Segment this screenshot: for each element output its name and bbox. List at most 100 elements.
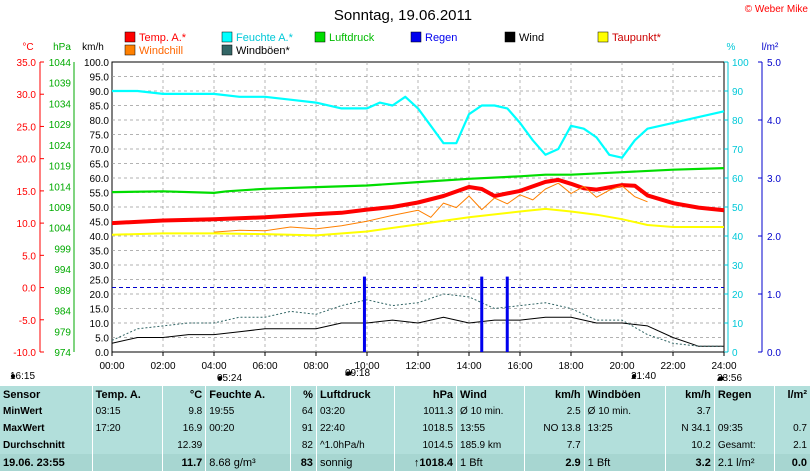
cell: 16.9 — [162, 420, 206, 437]
cell: 185.9 km — [456, 437, 525, 454]
cell: 83 — [289, 454, 317, 471]
wind-tick-label: 40.0 — [90, 232, 110, 243]
humidity-tick-label: 70 — [732, 145, 744, 156]
axis-units: °C hPa km/h% l/m² — [22, 42, 779, 53]
header-gust-unit: km/h — [664, 386, 715, 403]
cell: 03:15 — [91, 403, 163, 420]
stats-table: Sensor Temp. A. °C Feuchte A. % Luftdruc… — [0, 386, 810, 471]
cell: 03:20 — [315, 403, 395, 420]
x-tick-label: 08:00 — [303, 361, 328, 372]
wind-tick-label: 90.0 — [90, 87, 110, 98]
pressure-tick-label: 999 — [54, 244, 71, 255]
x-tick-label: 12:00 — [405, 361, 430, 372]
rain-tick-label: 2.0 — [767, 232, 781, 243]
series-line-wind — [111, 316, 724, 347]
header-rain: Regen — [713, 386, 775, 403]
wind-tick-label: 80.0 — [90, 116, 110, 127]
legend-swatch — [221, 31, 233, 43]
stats-row-current: 19.06. 23:55 11.7 8.68 g/m³ 83 sonnig ↑1… — [0, 454, 810, 471]
row-label: Durchschnitt — [3, 440, 65, 451]
wind-tick-label: 10.0 — [90, 319, 110, 330]
rain-tick-label: 1.0 — [767, 290, 781, 301]
rain-tick-label: 3.0 — [767, 174, 781, 185]
legend-swatch — [410, 31, 422, 43]
rain-tick-label: 0.0 — [767, 348, 781, 359]
cell: 17:20 — [91, 420, 163, 437]
pressure-tick-label: 989 — [54, 286, 71, 297]
temp-tick-label: 30.0 — [17, 90, 37, 101]
x-tick-label: 06:00 — [252, 361, 277, 372]
chart-title: Sonntag, 19.06.2011 — [334, 7, 472, 24]
x-tick-label: 18:00 — [558, 361, 583, 372]
cell: 2.9 — [523, 454, 585, 471]
wind-tick-label: 60.0 — [90, 174, 110, 185]
temp-tick-label: -10.0 — [13, 348, 36, 359]
x-tick-label: 16:00 — [507, 361, 532, 372]
cell: 7.7 — [523, 437, 585, 454]
row-label: MaxWert — [3, 423, 45, 434]
x-tick-label: 20:00 — [609, 361, 634, 372]
cell: NO 13.8 — [523, 420, 585, 437]
pressure-tick-label: 979 — [54, 327, 71, 338]
temp-tick-label: 20.0 — [17, 155, 37, 166]
copyright-label: © Weber Mike — [745, 4, 809, 15]
legend-swatch — [597, 31, 609, 43]
plot-grid — [112, 62, 724, 352]
cell: 9.8 — [162, 403, 206, 420]
x-tick-label: 22:00 — [660, 361, 685, 372]
legend-swatch — [504, 31, 516, 43]
pressure-tick-label: 994 — [54, 265, 71, 276]
temp-tick-label: 35.0 — [17, 58, 37, 69]
pressure-tick-label: 1004 — [49, 224, 72, 235]
wind-tick-label: 45.0 — [90, 218, 110, 229]
x-tick-label: 14:00 — [456, 361, 481, 372]
series-line-windben — [111, 293, 724, 347]
header-temp-unit: °C — [162, 386, 206, 403]
cell: 3.7 — [664, 403, 715, 420]
wind-tick-label: 20.0 — [90, 290, 110, 301]
temp-tick-label: 15.0 — [17, 187, 37, 198]
moonrise-icon: ▰ — [345, 368, 353, 379]
cell: ↑1018.4 — [393, 454, 457, 471]
header-wind: Wind — [456, 386, 525, 403]
legend-swatch — [221, 44, 233, 56]
cell: 1 Bft — [456, 454, 525, 471]
chart-legend: Temp. A.* Feuchte A.* Luftdruck Regen Wind Ta… — [124, 31, 662, 57]
humidity-tick-label: 0 — [732, 348, 738, 359]
rain-bar — [505, 276, 509, 352]
x-tick-label: 02:00 — [150, 361, 175, 372]
header-wind-unit: km/h — [523, 386, 585, 403]
x-tick-label: 04:00 — [201, 361, 226, 372]
pressure-tick-label: 1019 — [49, 162, 72, 173]
stats-row-max: MaxWert 17:20 16.9 00:20 91 22:40 1018.5… — [0, 420, 810, 437]
cell: 3.2 — [664, 454, 715, 471]
header-gust: Windböen — [583, 386, 666, 403]
humidity-tick-label: 20 — [732, 290, 744, 301]
humidity-tick-label: 100 — [732, 58, 749, 69]
humidity-tick-label: 80 — [732, 116, 744, 127]
cell: 12.39 — [162, 437, 206, 454]
cell: 64 — [289, 403, 317, 420]
humidity-tick-label: 90 — [732, 87, 744, 98]
cell — [583, 437, 666, 454]
cell: 8.68 g/m³ — [205, 454, 291, 471]
cell: 2.5 — [523, 403, 585, 420]
rain-tick-label: 4.0 — [767, 116, 781, 127]
header-humidity: Feuchte A. — [205, 386, 291, 403]
wind-tick-label: 100.0 — [84, 58, 109, 69]
cell — [91, 454, 163, 471]
cell: 1 Bft — [583, 454, 666, 471]
x-tick-label: 00:00 — [99, 361, 124, 372]
pressure-tick-label: 1039 — [49, 79, 72, 90]
wind-tick-label: 95.0 — [90, 73, 110, 84]
series-line-luftdruck — [111, 167, 725, 194]
humidity-tick-label: 50 — [732, 203, 744, 214]
wind-tick-label: 50.0 — [90, 203, 110, 214]
header-rain-unit: l/m² — [774, 386, 810, 403]
humidity-tick-label: 10 — [732, 319, 744, 330]
cell: N 34.1 — [664, 420, 715, 437]
cell: 0.7 — [774, 420, 810, 437]
cell: sonnig — [315, 454, 395, 471]
legend-label: Windchill — [139, 45, 183, 57]
wind-tick-label: 5.0 — [95, 334, 109, 345]
